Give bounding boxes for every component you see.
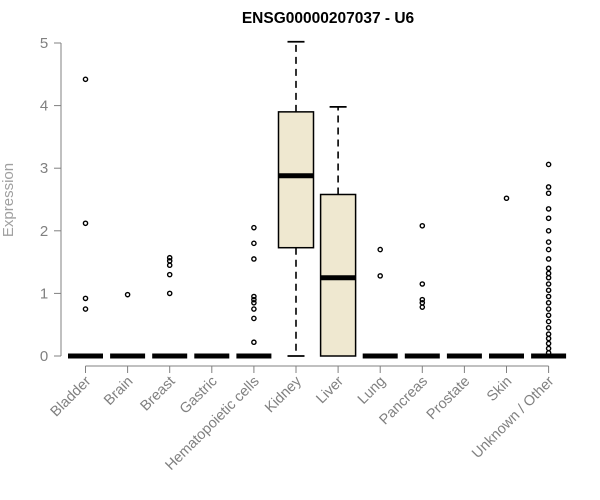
outlier-point bbox=[545, 318, 552, 325]
outlier-point bbox=[419, 304, 426, 310]
x-tick-label: Bladder bbox=[48, 373, 95, 420]
outlier-point bbox=[251, 339, 257, 346]
x-tick-label: Skin bbox=[484, 374, 515, 405]
outlier-point bbox=[251, 315, 257, 322]
box-bladder bbox=[68, 76, 103, 359]
x-tick-label: Prostate bbox=[424, 374, 473, 423]
outlier-point bbox=[545, 239, 552, 245]
outlier-point bbox=[545, 312, 552, 319]
x-tick-label: Kidney bbox=[262, 373, 305, 416]
outlier-point bbox=[166, 262, 173, 269]
box-body bbox=[277, 111, 315, 249]
outlier-point bbox=[545, 306, 552, 312]
box-liver bbox=[319, 105, 357, 357]
outlier-point bbox=[545, 246, 552, 253]
y-tick-label: 4 bbox=[40, 98, 48, 115]
outlier-point bbox=[545, 331, 552, 337]
box-unknown-other bbox=[531, 161, 567, 359]
outlier-point bbox=[377, 273, 384, 279]
outlier-point bbox=[545, 270, 552, 277]
outlier-point bbox=[251, 306, 257, 312]
outlier-point bbox=[545, 265, 552, 272]
box-hematopoietic-cells bbox=[236, 224, 272, 359]
outlier-point bbox=[82, 295, 89, 302]
outlier-point bbox=[419, 281, 426, 287]
outlier-point bbox=[251, 296, 257, 303]
outlier-point bbox=[545, 345, 552, 352]
outlier-point bbox=[545, 227, 552, 234]
y-tick-label: 2 bbox=[40, 223, 48, 240]
outlier-point bbox=[545, 190, 552, 197]
outlier-point bbox=[545, 206, 552, 212]
outlier-point bbox=[545, 325, 552, 331]
outlier-point bbox=[419, 222, 426, 229]
box-pancreas bbox=[404, 222, 440, 359]
outlier-point bbox=[166, 254, 173, 261]
y-tick-label: 0 bbox=[40, 348, 48, 365]
y-axis-title: Expression bbox=[0, 163, 17, 237]
box-skin bbox=[489, 195, 524, 359]
box-breast bbox=[152, 254, 188, 359]
outlier-point bbox=[545, 299, 552, 306]
outlier-point bbox=[82, 220, 89, 227]
outlier-point bbox=[545, 340, 552, 347]
outlier-point bbox=[545, 184, 552, 190]
outlier-point bbox=[545, 281, 552, 287]
x-tick-label: Breast bbox=[138, 374, 179, 415]
outlier-point bbox=[503, 195, 510, 202]
outlier-point bbox=[419, 296, 426, 303]
box-brain bbox=[110, 291, 146, 359]
box-body bbox=[319, 193, 357, 357]
y-tick-label: 5 bbox=[40, 35, 48, 52]
outlier-point bbox=[82, 76, 89, 83]
chart-title: ENSG00000207037 - U6 bbox=[242, 10, 415, 27]
x-tick-label: Brain bbox=[101, 374, 136, 409]
outlier-point bbox=[124, 291, 131, 298]
x-tick-label: Lung bbox=[355, 374, 389, 408]
outlier-point bbox=[251, 256, 257, 262]
outlier-point bbox=[545, 287, 552, 294]
outlier-point bbox=[251, 299, 257, 306]
outlier-point bbox=[82, 306, 89, 312]
outlier-point bbox=[377, 246, 384, 253]
outlier-point bbox=[166, 271, 173, 278]
y-tick-label: 3 bbox=[40, 160, 48, 177]
outlier-point bbox=[419, 299, 426, 306]
outlier-point bbox=[545, 256, 552, 262]
box-lung bbox=[362, 246, 398, 359]
outlier-point bbox=[545, 215, 552, 222]
outlier-point bbox=[545, 274, 552, 281]
outlier-point bbox=[166, 290, 173, 297]
y-tick-label: 1 bbox=[40, 285, 48, 302]
outlier-point bbox=[545, 350, 552, 356]
outlier-point bbox=[166, 258, 173, 264]
outlier-point bbox=[251, 240, 257, 247]
outlier-point bbox=[251, 224, 257, 231]
x-tick-label: Liver bbox=[313, 373, 347, 407]
box-kidney bbox=[277, 40, 315, 357]
outlier-point bbox=[545, 335, 552, 342]
outlier-point bbox=[251, 293, 257, 300]
y-axis: 0 1 2 3 4 5 bbox=[40, 35, 62, 365]
outlier-point bbox=[545, 161, 552, 168]
outlier-point bbox=[545, 293, 552, 300]
box-group bbox=[68, 40, 567, 359]
